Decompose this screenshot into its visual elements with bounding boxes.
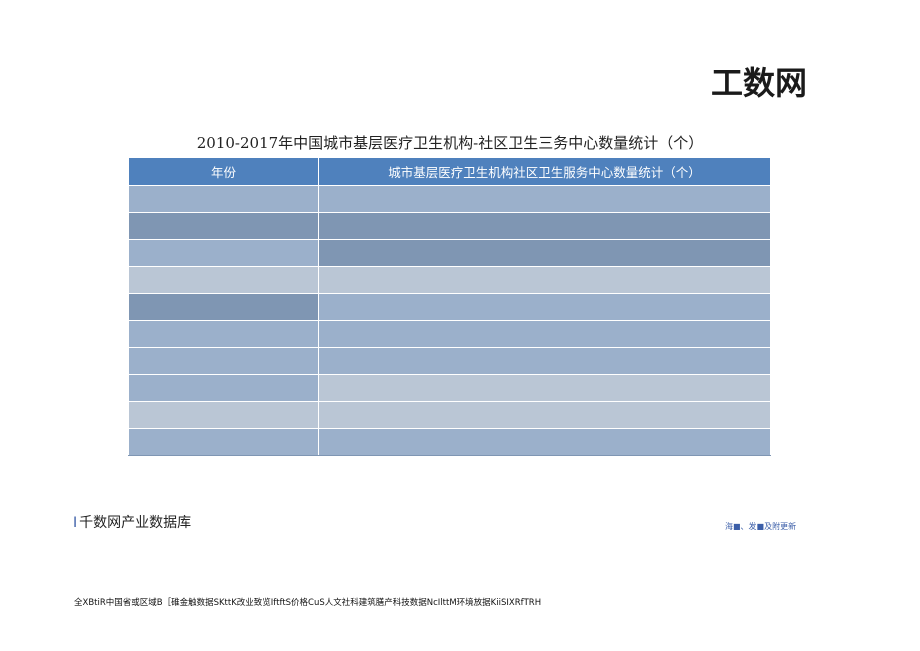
column-header-year: 年份 <box>128 157 319 186</box>
cell-year <box>128 185 319 213</box>
table-row <box>128 347 771 375</box>
footer-brand-prefix: I <box>73 515 78 531</box>
table-row <box>128 212 771 240</box>
cell-count <box>318 401 771 429</box>
table-row <box>128 293 771 321</box>
table-row <box>128 401 771 429</box>
table-row <box>128 239 771 267</box>
data-table: 年份 城市基层医疗卫生机构社区卫生服务中心数量统计（个） <box>128 157 771 456</box>
cell-year <box>128 401 319 429</box>
table-row <box>128 185 771 213</box>
cell-year <box>128 239 319 267</box>
cell-year <box>128 347 319 375</box>
cell-count <box>318 293 771 321</box>
cell-count <box>318 185 771 213</box>
table-row <box>128 428 771 456</box>
cell-count <box>318 374 771 402</box>
cell-count <box>318 320 771 348</box>
footer-brand-name: 千数网产业数据库 <box>79 515 192 531</box>
table-row <box>128 320 771 348</box>
cell-count <box>318 428 771 456</box>
cell-year <box>128 374 319 402</box>
table-row <box>128 374 771 402</box>
cell-count <box>318 239 771 267</box>
cell-year <box>128 320 319 348</box>
table-body <box>128 185 771 456</box>
footer-note: 海■、发■及附更新 <box>725 522 797 531</box>
cell-count <box>318 266 771 294</box>
column-header-count: 城市基层医疗卫生机构社区卫生服务中心数量统计（个） <box>318 157 771 186</box>
footer-category-links[interactable]: 全XBtiR中国省或区域B［碓金触数据SKttK改业致览IftftS价格CuS人… <box>74 598 542 608</box>
cell-year <box>128 428 319 456</box>
cell-year <box>128 212 319 240</box>
page-title: 2010-2017年中国城市基层医疗卫生机构-社区卫生三务中心数量统计（个） <box>196 134 704 152</box>
cell-year <box>128 293 319 321</box>
cell-count <box>318 212 771 240</box>
cell-year <box>128 266 319 294</box>
brand-logo: 工数网 <box>711 64 808 102</box>
table-row <box>128 266 771 294</box>
footer-brand: I 千数网产业数据库 <box>73 512 191 532</box>
table-header-row: 年份 城市基层医疗卫生机构社区卫生服务中心数量统计（个） <box>128 157 771 186</box>
cell-count <box>318 347 771 375</box>
